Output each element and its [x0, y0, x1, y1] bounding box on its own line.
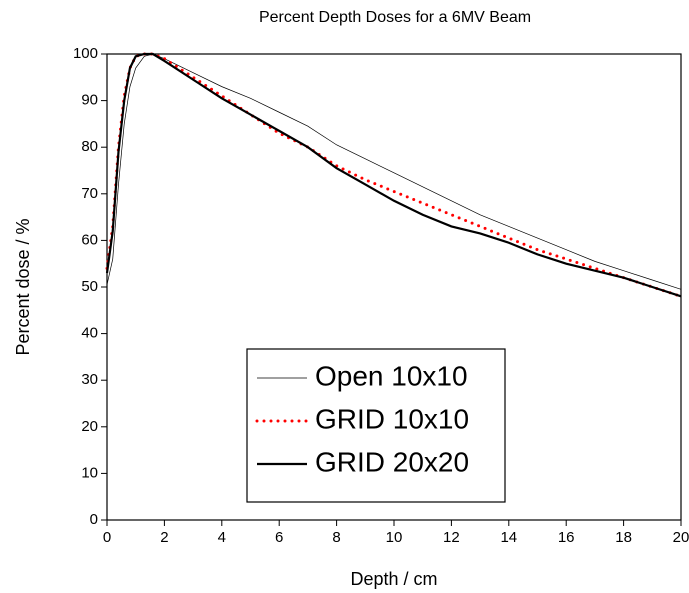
y-tick-label: 10 [81, 464, 98, 481]
x-tick-label: 18 [615, 529, 632, 546]
y-axis-label: Percent dose / % [13, 218, 33, 355]
x-tick-label: 0 [103, 529, 111, 546]
chart-title: Percent Depth Doses for a 6MV Beam [259, 9, 531, 26]
x-tick-label: 16 [558, 529, 575, 546]
y-tick-label: 40 [81, 325, 98, 342]
y-tick-label: 20 [81, 418, 98, 435]
x-tick-label: 6 [275, 529, 283, 546]
series-line [105, 52, 683, 298]
series-line [105, 52, 682, 298]
y-tick-label: 100 [73, 45, 98, 62]
x-tick-label: 8 [332, 529, 340, 546]
y-tick-label: 80 [81, 138, 98, 155]
x-tick-label: 2 [160, 529, 168, 546]
x-axis-label: Depth / cm [350, 569, 437, 589]
y-tick-label: 0 [90, 511, 98, 528]
y-tick-label: 70 [81, 185, 98, 202]
legend-box [246, 348, 506, 503]
x-tick-label: 10 [386, 529, 403, 546]
y-tick-label: 50 [81, 278, 98, 295]
y-tick-label: 30 [81, 371, 98, 388]
x-tick-label: 4 [218, 529, 226, 546]
legend-text: GRID 20x20 [315, 446, 469, 477]
y-tick-label: 60 [81, 231, 98, 248]
legend-text: GRID 10x10 [315, 403, 469, 434]
series-line [106, 53, 682, 290]
legend-text: Open 10x10 [315, 360, 468, 391]
x-tick-label: 14 [500, 529, 517, 546]
x-tick-label: 12 [443, 529, 460, 546]
y-tick-label: 90 [81, 92, 98, 109]
x-tick-label: 20 [673, 529, 689, 546]
